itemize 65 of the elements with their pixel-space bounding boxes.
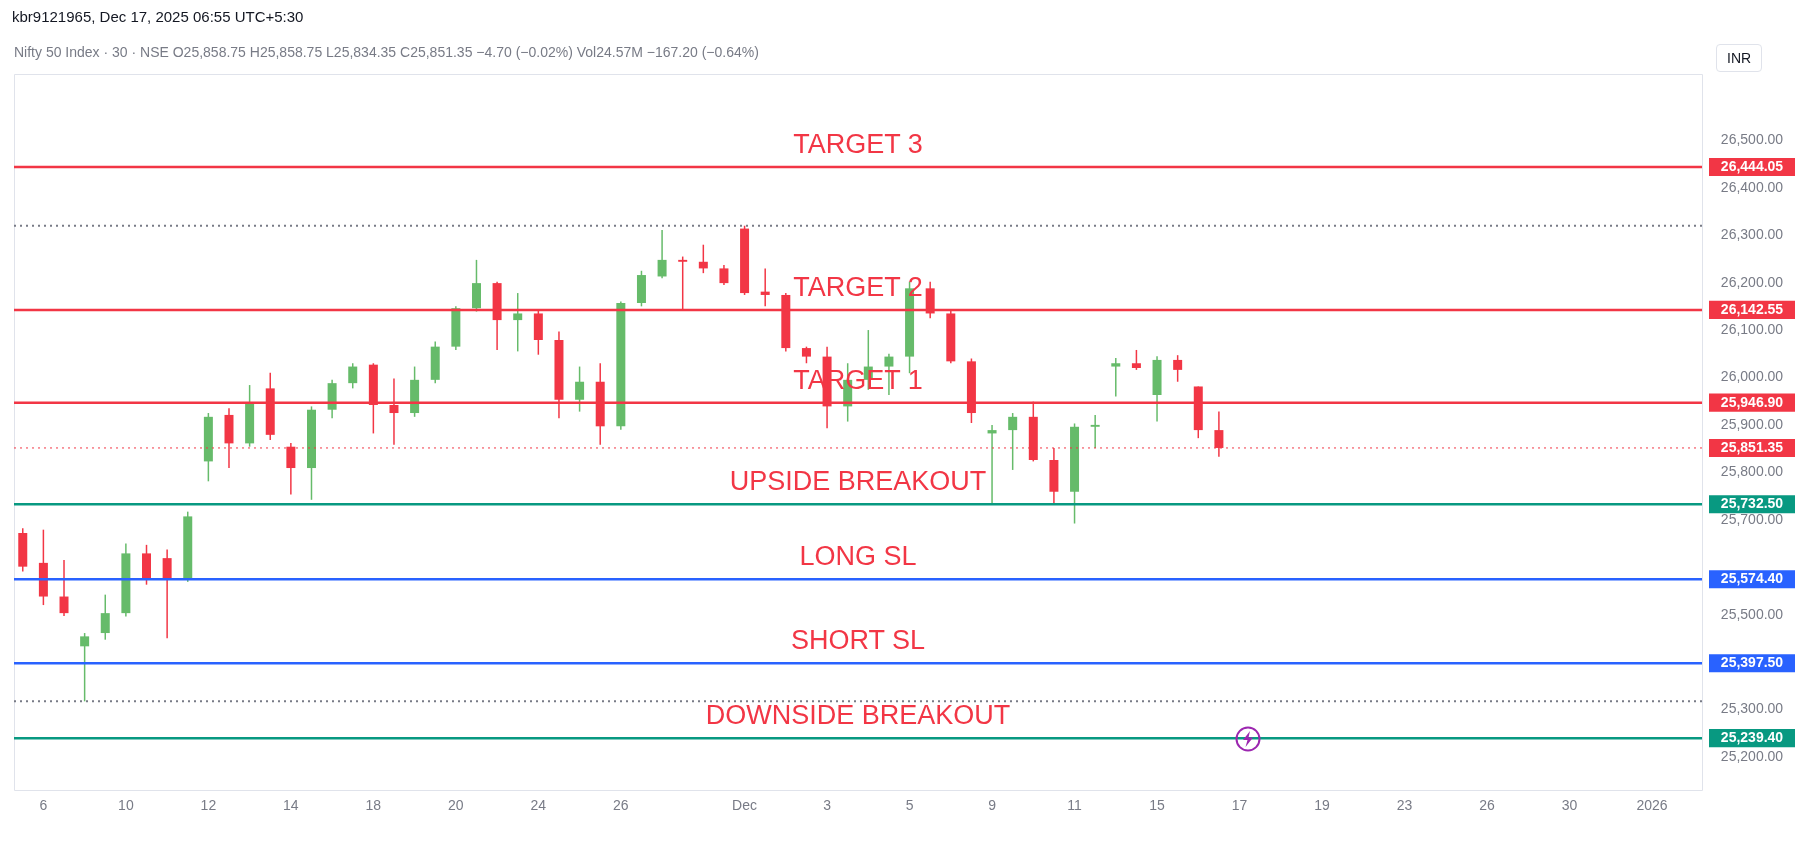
candlestick: [59, 559, 69, 617]
x-tick-label: 5: [905, 796, 914, 813]
y-tick-label: 25,732.50: [1720, 495, 1784, 512]
y-tick-label: 25,574.40: [1720, 570, 1784, 587]
x-tick-label: 15: [1149, 796, 1166, 813]
y-tick-label: 26,000.00: [1720, 368, 1784, 385]
candlestick: [100, 593, 110, 641]
candlestick: [1090, 414, 1100, 449]
candlestick: [760, 267, 770, 308]
ref-line-label: DOWNSIDE BREAKOUT: [705, 700, 1011, 731]
y-tick-label: 25,851.35: [1720, 438, 1784, 455]
candlestick: [1131, 349, 1141, 371]
y-tick-label: 25,239.40: [1720, 729, 1784, 746]
ref-line-label: UPSIDE BREAKOUT: [729, 466, 987, 497]
y-tick-label: 26,500.00: [1720, 131, 1784, 148]
y-tick-label: 25,700.00: [1720, 510, 1784, 527]
x-tick-label: 20: [448, 796, 464, 813]
x-tick-label: 19: [1314, 796, 1331, 813]
x-tick-label: 11: [1067, 796, 1083, 813]
y-tick-label: 25,946.90: [1720, 393, 1784, 410]
y-tick-label: 26,444.05: [1720, 157, 1784, 174]
ref-line-label: LONG SL: [799, 541, 917, 572]
candlestick: [162, 548, 172, 640]
x-tick-label: 18: [365, 796, 382, 813]
x-tick-label: 9: [988, 796, 997, 813]
y-tick-label: 26,200.00: [1720, 273, 1784, 290]
chart-title: Nifty 50 Index · 30 · NSE O25,858.75 H25,858.75 L25,834.35 C25,851.35 −4.70 (−0.02%) Vol24.57M −167.20 (−0.64%): [14, 44, 759, 60]
x-tick-label: 26: [613, 796, 629, 813]
y-tick-label: 26,300.00: [1720, 226, 1784, 243]
candlestick: [348, 362, 358, 390]
candlestick: [575, 365, 585, 413]
x-tick-label: 6: [39, 796, 48, 813]
x-tick-label: 2026: [1636, 796, 1668, 813]
text: INR: [1716, 44, 1763, 72]
y-tick-label: 25,397.50: [1720, 654, 1784, 671]
x-tick-label: 17: [1231, 796, 1248, 813]
text: kbr9121965, Dec 17, 2025 06:55 UTC+5:30: [12, 8, 304, 25]
x-tick-label: 24: [530, 796, 547, 813]
y-tick-label: 26,400.00: [1720, 178, 1784, 195]
candlestick: [1111, 357, 1121, 398]
candlestick: [657, 229, 667, 280]
x-tick-label: 10: [118, 796, 134, 813]
x-tick-label: 26: [1479, 796, 1495, 813]
x-tick-label: 12: [200, 796, 217, 813]
y-tick-label: 25,300.00: [1720, 700, 1784, 717]
ref-line-label: SHORT SL: [790, 625, 926, 656]
y-tick-label: 25,900.00: [1720, 415, 1784, 432]
x-tick-label: 3: [823, 796, 832, 813]
ref-line-label: TARGET 3: [793, 128, 923, 159]
y-tick-label: 25,800.00: [1720, 463, 1784, 480]
y-tick-label: 26,142.55: [1720, 300, 1784, 317]
y-tick-label: 26,100.00: [1720, 321, 1784, 338]
x-tick-label: 23: [1396, 796, 1413, 813]
x-tick-label: Dec: [732, 796, 758, 813]
candlestick: [719, 264, 729, 286]
candlestick: [513, 292, 523, 353]
candlestick: [987, 424, 997, 506]
candlestick: [80, 632, 90, 703]
candlestick: [698, 243, 708, 274]
y-tick-label: 25,500.00: [1720, 605, 1784, 622]
x-tick-label: 14: [283, 796, 299, 813]
candlestick: [1173, 354, 1183, 383]
candlestick: [1008, 412, 1018, 471]
x-tick-label: 30: [1561, 796, 1578, 813]
y-tick-label: 25,200.00: [1720, 747, 1784, 764]
